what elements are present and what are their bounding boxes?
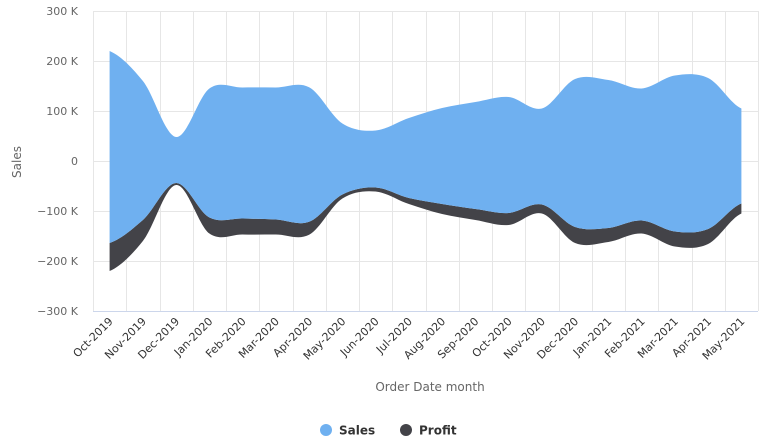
legend-marker-icon xyxy=(320,424,332,436)
y-tick-label: 300 K xyxy=(46,5,78,18)
y-axis-title: Sales xyxy=(10,146,24,178)
legend: Sales Profit xyxy=(320,424,457,438)
y-tick-label: −200 K xyxy=(37,255,79,268)
legend-label: Sales xyxy=(339,424,375,438)
x-axis-ticks: Oct-2019Nov-2019Dec-2019Jan-2020Feb-2020… xyxy=(71,315,748,363)
legend-marker-icon xyxy=(400,424,412,436)
legend-item-profit[interactable]: Profit xyxy=(400,424,457,438)
y-tick-label: 0 xyxy=(71,155,78,168)
y-tick-label: 100 K xyxy=(46,105,78,118)
y-tick-label: 200 K xyxy=(46,55,78,68)
legend-item-sales[interactable]: Sales xyxy=(320,424,375,438)
series-area-profit[interactable] xyxy=(109,182,742,271)
y-tick-label: −300 K xyxy=(37,305,79,318)
x-axis-title: Order Date month xyxy=(375,380,484,394)
y-axis-ticks: 300 K 200 K 100 K 0 −100 K −200 K −300 K xyxy=(37,5,79,318)
y-tick-label: −100 K xyxy=(37,205,79,218)
series-areas xyxy=(109,51,742,271)
legend-label: Profit xyxy=(419,424,457,438)
series-area-sales[interactable] xyxy=(109,51,742,243)
